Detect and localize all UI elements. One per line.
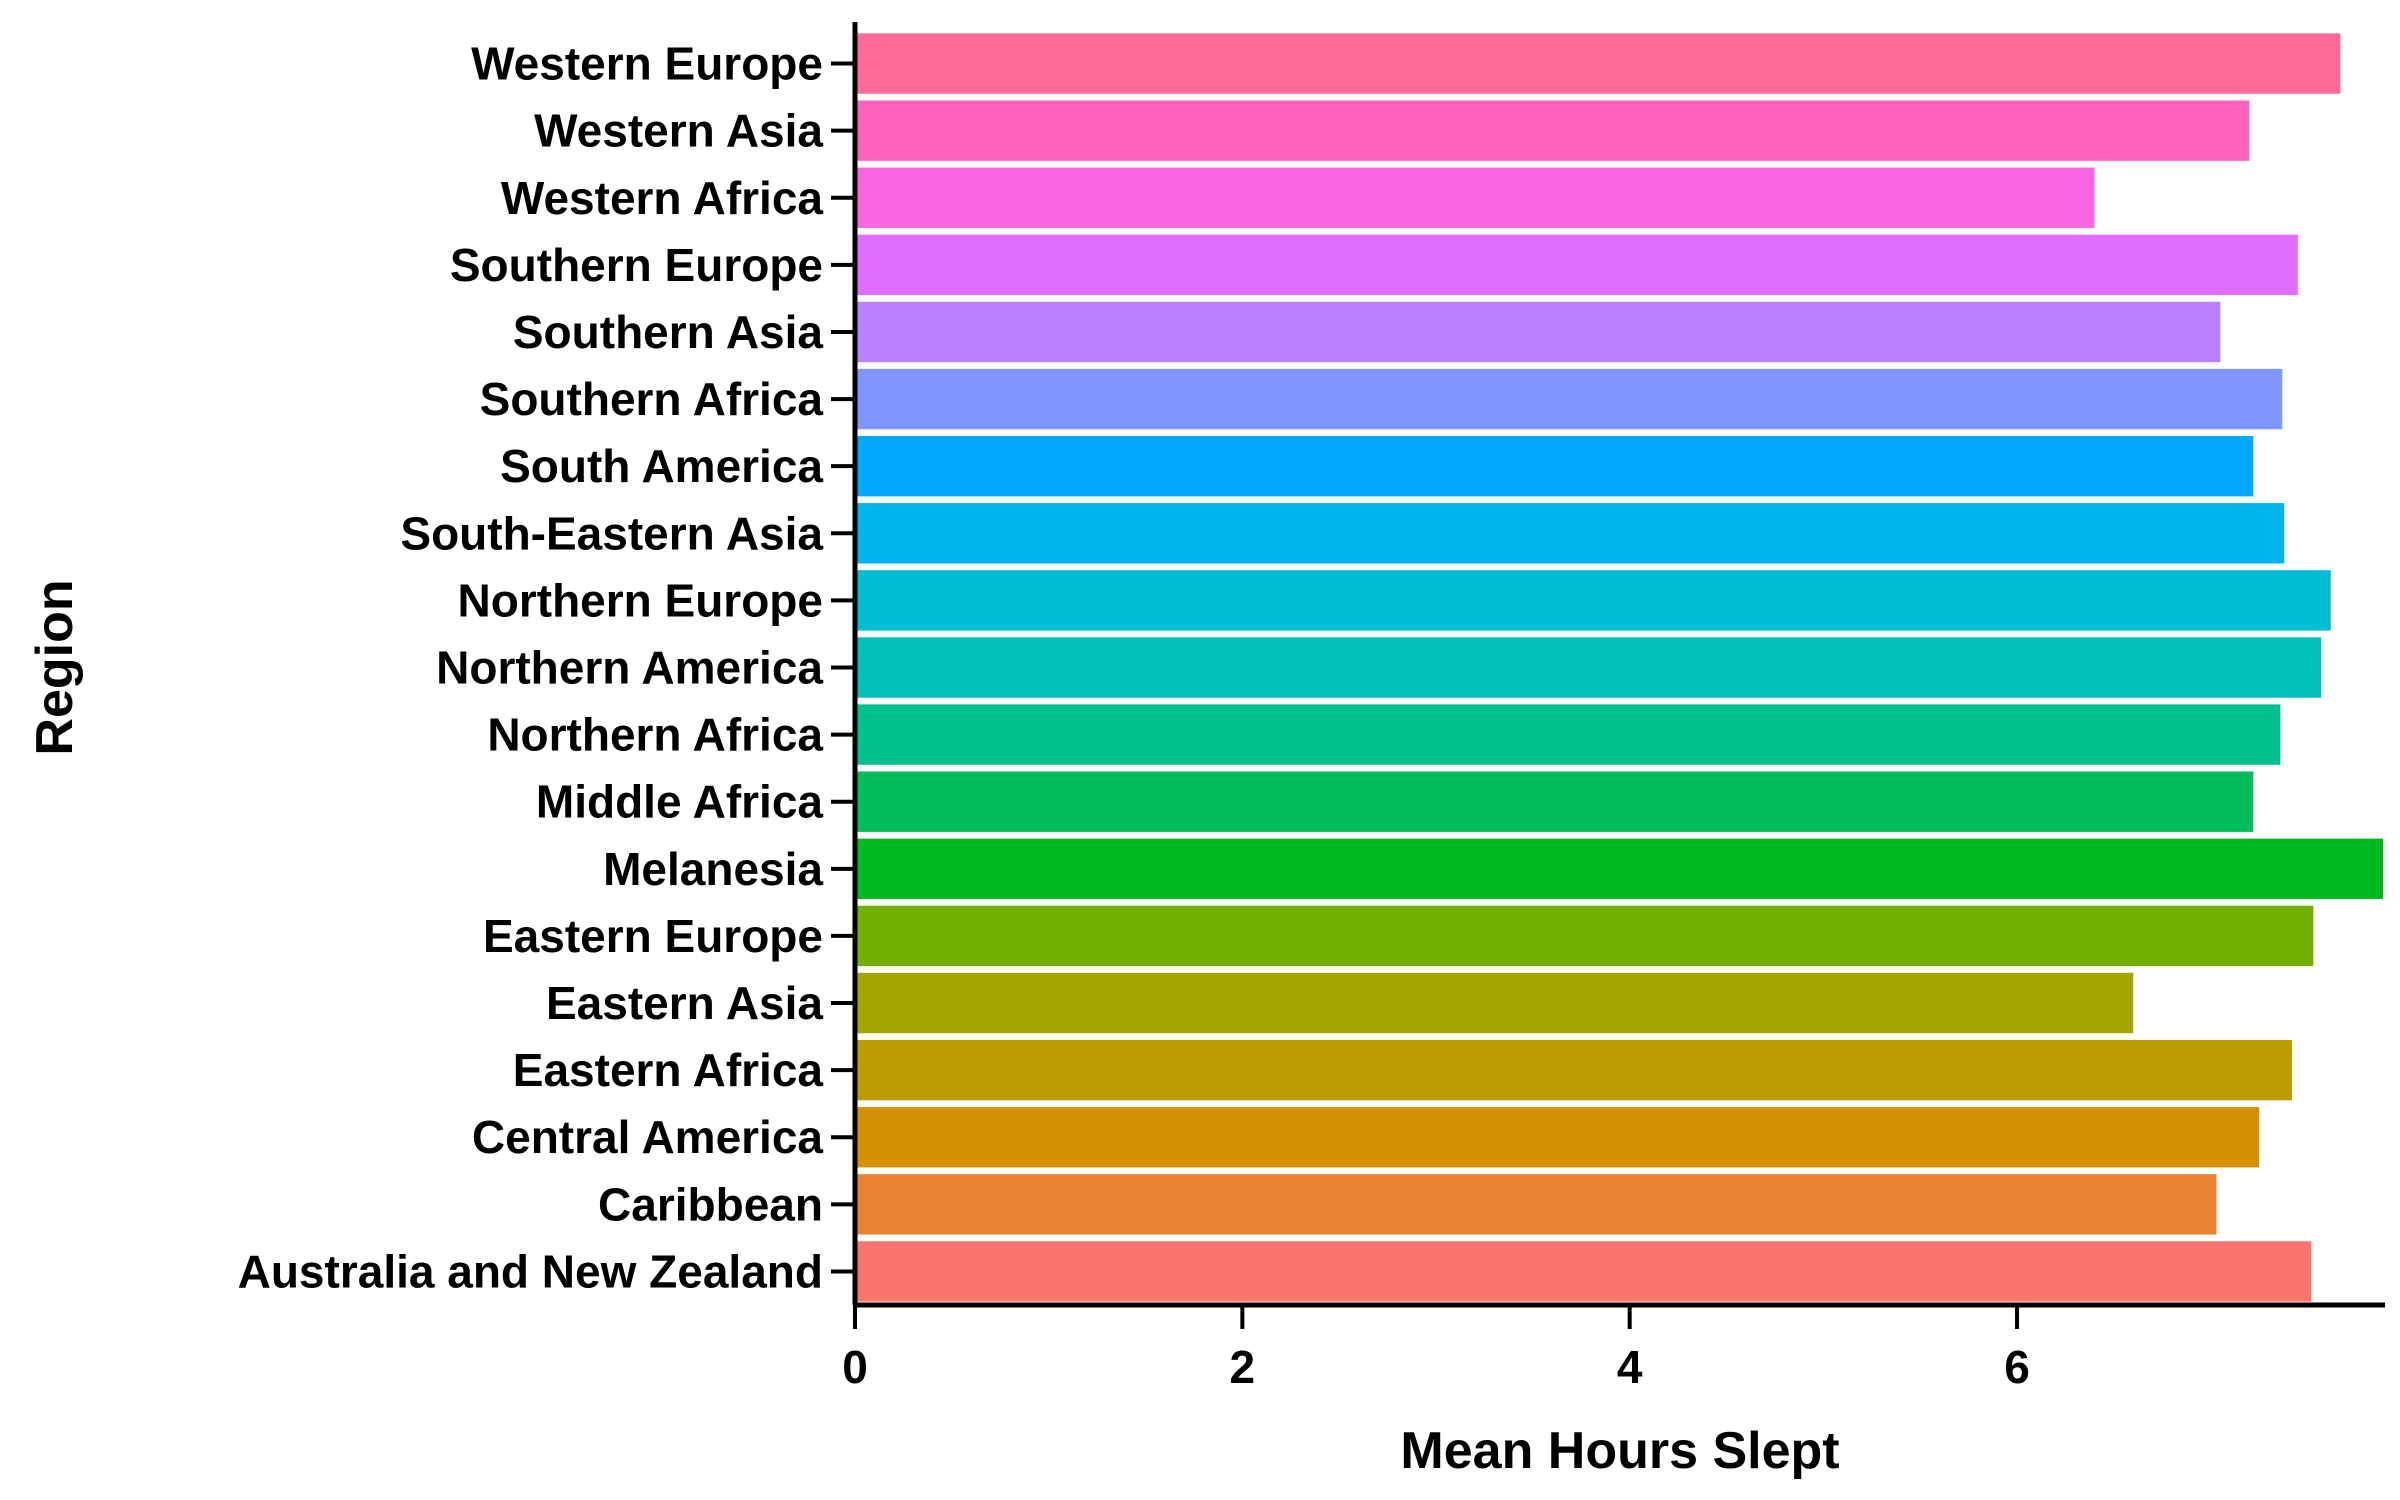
- x-tick-label: 6: [2004, 1341, 2030, 1393]
- bar-northern-america: [855, 637, 2322, 698]
- bar-southern-africa: [855, 368, 2283, 430]
- y-tick-label: Western Asia: [534, 105, 823, 157]
- bar-western-africa: [855, 167, 2095, 228]
- y-tick-label: Southern Europe: [450, 239, 823, 291]
- bar-western-europe: [855, 33, 2341, 94]
- y-tick-label: Northern America: [436, 642, 823, 694]
- y-tick-label: Middle Africa: [536, 776, 824, 828]
- bar-northern-europe: [855, 570, 2331, 631]
- y-axis-title: Region: [26, 579, 84, 755]
- bar-caribbean: [855, 1174, 2217, 1235]
- bars-layer: [855, 33, 2384, 1302]
- x-tick-label: 0: [842, 1341, 868, 1393]
- y-tick-label: Eastern Africa: [513, 1044, 824, 1096]
- bar-western-asia: [855, 100, 2250, 161]
- y-tick-label: Southern Africa: [480, 373, 824, 425]
- x-tick-label: 2: [1230, 1341, 1256, 1393]
- x-axis-title: Mean Hours Slept: [1400, 1422, 1839, 1480]
- y-tick-label: Eastern Asia: [546, 977, 823, 1029]
- y-tick-label: Melanesia: [603, 843, 823, 895]
- y-tick-label: Caribbean: [598, 1178, 823, 1230]
- y-tick-label: Central America: [472, 1111, 824, 1163]
- bar-middle-africa: [855, 771, 2254, 832]
- y-tick-label: Western Africa: [501, 172, 824, 224]
- bar-central-america: [855, 1107, 2260, 1168]
- bar-eastern-asia: [855, 972, 2134, 1034]
- x-tick-label: 4: [1617, 1341, 1643, 1393]
- y-tick-label: Northern Africa: [487, 709, 823, 761]
- bar-southern-asia: [855, 301, 2221, 363]
- y-tick-label: Western Europe: [471, 38, 823, 90]
- axes-layer: Western Europe Western Asia Western Africa…: [238, 22, 2385, 1393]
- bar-northern-africa: [855, 704, 2281, 765]
- bar-eastern-africa: [855, 1039, 2293, 1101]
- bar-australia-and-new-zealand: [855, 1241, 2312, 1302]
- bar-melanesia: [855, 838, 2384, 900]
- bar-south-america: [855, 435, 2254, 497]
- bar-southern-europe: [855, 234, 2298, 296]
- y-tick-label: Northern Europe: [458, 574, 823, 626]
- y-tick-label: South America: [500, 440, 823, 492]
- y-tick-label: Southern Asia: [513, 306, 824, 358]
- bar-south-eastern-asia: [855, 503, 2285, 564]
- y-tick-label: Eastern Europe: [483, 910, 823, 962]
- bar-eastern-europe: [855, 905, 2314, 967]
- y-tick-label: Australia and New Zealand: [238, 1245, 823, 1297]
- y-tick-label: South-Eastern Asia: [400, 507, 823, 559]
